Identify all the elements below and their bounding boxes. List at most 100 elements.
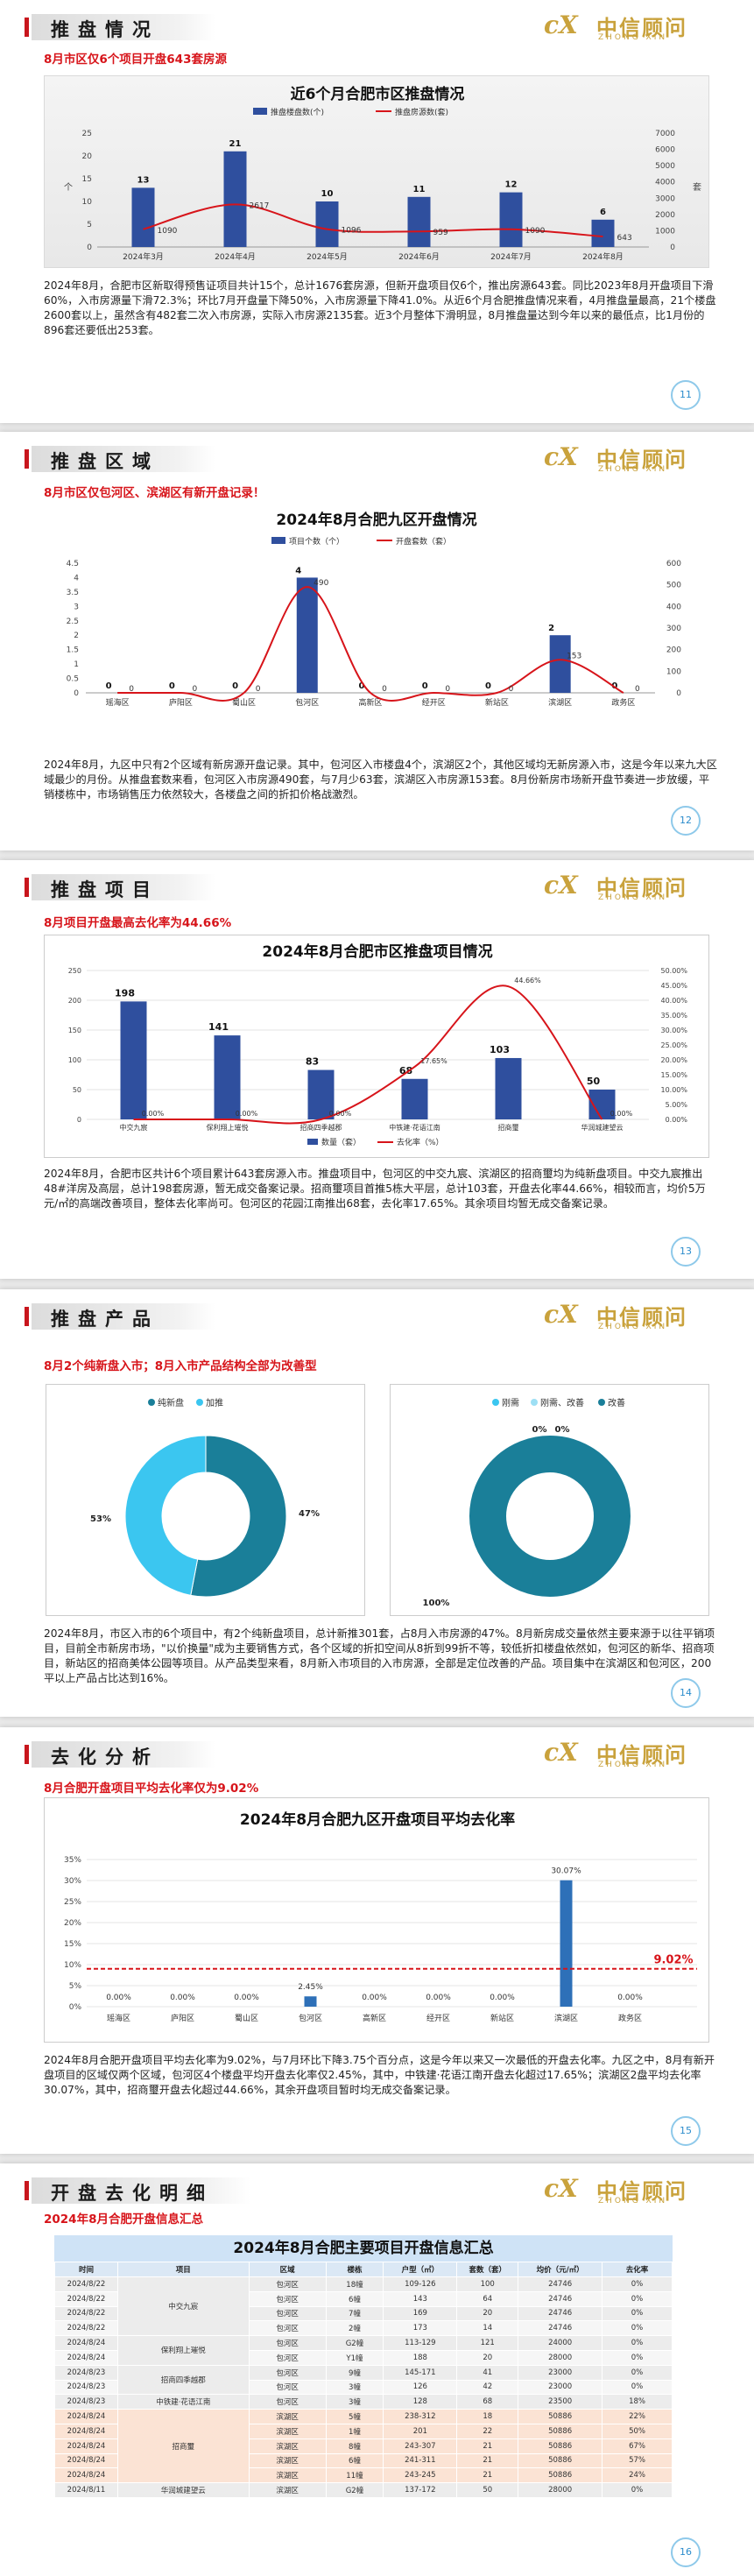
y-tick-right: 0 bbox=[676, 689, 681, 698]
line-value-label: 0 bbox=[129, 685, 134, 694]
y-tick-left: 4 bbox=[74, 574, 79, 582]
legend-label: 刚需 bbox=[502, 1398, 519, 1408]
bar bbox=[296, 577, 318, 693]
line-value-label: 0.00% bbox=[236, 1110, 258, 1118]
table-cell: 0% bbox=[602, 2335, 673, 2351]
logo-cn: 中信顾问 bbox=[596, 2179, 687, 2204]
bar-value-label: 11 bbox=[413, 185, 426, 194]
y-tick-left: 1 bbox=[74, 660, 79, 669]
table-cell: G2幢 bbox=[325, 2335, 384, 2351]
table-cell: 121 bbox=[456, 2335, 519, 2351]
table-cell: 42 bbox=[456, 2379, 519, 2396]
bar bbox=[407, 196, 431, 247]
donut-slice bbox=[190, 1435, 287, 1598]
logo-mark: cX bbox=[544, 11, 578, 39]
y-tick-right: 3000 bbox=[655, 194, 675, 203]
slide-title-bar: 推盘项目 bbox=[25, 874, 215, 900]
table-cell: 包河区 bbox=[248, 2349, 327, 2366]
x-tick-label: 2024年3月 bbox=[123, 251, 164, 262]
slide-subtitle: 8月项目开盘最高去化率为44.66% bbox=[44, 916, 232, 930]
table-cell: 2幢 bbox=[325, 2320, 384, 2337]
table-row: 2024/8/24 滨湖区 6幢 241-311 21 50886 57% bbox=[54, 2452, 673, 2469]
line-value-label: 0 bbox=[509, 685, 514, 694]
legend-label: 推盘楼盘数(个) bbox=[271, 107, 324, 117]
table-cell: 包河区 bbox=[248, 2335, 327, 2351]
table-cell: 64 bbox=[456, 2290, 519, 2307]
bar-value-label: 83 bbox=[306, 1056, 319, 1068]
bar-value-label: 0.00% bbox=[426, 1994, 451, 2002]
bar bbox=[315, 201, 339, 247]
table-cell: 0% bbox=[602, 2364, 673, 2381]
bar-value-label: 0.00% bbox=[234, 1994, 259, 2002]
legend-label: 项目个数（个） bbox=[289, 536, 344, 547]
y-tick-right: 2000 bbox=[655, 211, 675, 220]
page-number: 13 bbox=[671, 1237, 701, 1267]
y-tick-left: 150 bbox=[68, 1027, 81, 1034]
line-value-label: 490 bbox=[314, 579, 328, 588]
table-cell: 2024/8/24 bbox=[54, 2452, 118, 2469]
page-number: 11 bbox=[671, 380, 701, 410]
chart-project-supply: 2024年8月合肥市区推盘项目情况 0 50 100 150 200 250 0.00% 5.0… bbox=[68, 942, 688, 1147]
y-tick-right: 6000 bbox=[655, 146, 675, 155]
line-value-label: 44.66% bbox=[514, 977, 541, 985]
detail-table: 时间 项目 区域 楼栋 户型（㎡） 套数（套） 均价（元/㎡） 去化率 2024/8/22 中交九… bbox=[54, 2262, 673, 2498]
slide-description: 2024年8月，合肥市区新取得预售证项目共计15个，总计1676套房源，但新开盘… bbox=[44, 279, 716, 336]
table-cell: 滨湖区 bbox=[248, 2409, 327, 2424]
bar-value-label: 2 bbox=[548, 624, 554, 633]
table-cell: 238-312 bbox=[383, 2409, 458, 2424]
y-tick-right: 7000 bbox=[655, 130, 675, 138]
chart-panel: 近6个月合肥市区推盘情况 推盘楼盘数(个) 推盘房源数(套) 0 5 10 15 20 25 0 1… bbox=[44, 75, 709, 268]
table-row: 2024/8/24 包河区 Y1幢 188 20 28000 0% bbox=[54, 2349, 673, 2366]
table-row: 2024/8/24 滨湖区 8幢 243-307 21 50886 67% bbox=[54, 2438, 673, 2454]
table-cell: 24% bbox=[602, 2467, 673, 2484]
table-header-cell: 套数（套） bbox=[456, 2262, 519, 2277]
slide-supply-districts: 推盘区域 cX 中信顾问 ZHONG XIN 8月市区仅包河区、滨湖区有新开盘记录！… bbox=[0, 432, 754, 850]
table-cell: 8幢 bbox=[325, 2438, 384, 2454]
x-tick-label: 高新区 bbox=[358, 697, 382, 708]
table-cell: 57% bbox=[602, 2452, 673, 2469]
x-tick-label: 经开区 bbox=[422, 697, 446, 708]
legend-swatch-bar bbox=[253, 108, 267, 115]
y-tick-right: 15.00% bbox=[660, 1071, 687, 1079]
brand-logo: cX 中信顾问 ZHONG XIN bbox=[544, 869, 728, 904]
table-cell: 145-171 bbox=[383, 2364, 458, 2381]
line-value-label: 0.00% bbox=[329, 1110, 352, 1118]
table-cell: 滨湖区 bbox=[248, 2452, 327, 2469]
y-tick: 35% bbox=[64, 1856, 81, 1865]
bar-value-label: 21 bbox=[229, 139, 242, 149]
slide-description: 2024年8月合肥开盘项目平均去化率为9.02%，与7月环比下降3.75个百分点… bbox=[44, 2054, 715, 2096]
table-cell: 169 bbox=[383, 2305, 458, 2322]
y-tick-right: 5000 bbox=[655, 162, 675, 171]
table-cell: 2024/8/22 bbox=[54, 2320, 118, 2337]
table-cell: 50886 bbox=[518, 2467, 603, 2484]
legend-label: 开盘套数（套） bbox=[396, 536, 451, 547]
pie-panel-right: 刚需 刚需、改善 改善 0% 0% 100% bbox=[390, 1384, 709, 1616]
page-number: 15 bbox=[671, 2116, 701, 2146]
x-tick-label: 2024年5月 bbox=[307, 251, 348, 262]
page-number: 14 bbox=[671, 1678, 701, 1708]
table-cell: 包河区 bbox=[248, 2276, 327, 2292]
table-cell: 67% bbox=[602, 2438, 673, 2454]
logo-cn: 中信顾问 bbox=[596, 448, 687, 472]
table-cell: 113-129 bbox=[383, 2335, 458, 2351]
x-tick-label: 政务区 bbox=[618, 2013, 642, 2023]
pie-panel-left: 纯新盘 加推 53% 47% bbox=[46, 1384, 365, 1616]
y-tick-right: 30.00% bbox=[660, 1027, 687, 1034]
legend-label: 推盘房源数(套) bbox=[395, 107, 448, 117]
x-tick-label: 蜀山区 bbox=[232, 698, 256, 708]
legend-swatch bbox=[492, 1399, 499, 1406]
slide-supply-products: 推盘产品 cX 中信顾问 ZHONG XIN 8月2个纯新盘入市；8月入市产品结构全… bbox=[0, 1289, 754, 1717]
y-tick-right: 25.00% bbox=[660, 1041, 687, 1049]
table-cell: 241-311 bbox=[383, 2452, 458, 2469]
table-cell: 243-245 bbox=[383, 2467, 458, 2484]
table-cell: 24746 bbox=[518, 2305, 603, 2322]
average-label: 9.02% bbox=[653, 1954, 693, 1967]
x-tick-label: 经开区 bbox=[426, 2013, 450, 2023]
table-cell: 201 bbox=[383, 2423, 458, 2439]
table-cell: 50886 bbox=[518, 2452, 603, 2469]
table-cell: 2024/8/23 bbox=[54, 2394, 118, 2410]
chart-panel: 2024年8月合肥九区开盘项目平均去化率 0% 5% 10% 15% 20% 25% 30% 3… bbox=[44, 1797, 709, 2043]
y-tick-right: 4000 bbox=[655, 179, 675, 187]
table-row: 2024/8/11 华润城建望云 滨湖区 G2幢 137-172 50 28000 0% bbox=[54, 2482, 673, 2498]
x-tick-label: 2024年7月 bbox=[490, 251, 532, 262]
